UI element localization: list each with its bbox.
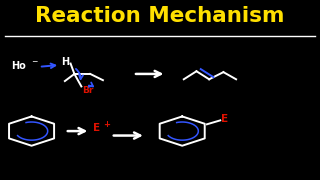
Text: H: H: [61, 57, 69, 67]
Text: Br: Br: [82, 86, 93, 95]
Text: +: +: [103, 120, 110, 129]
Text: E: E: [93, 123, 100, 133]
Text: Reaction Mechanism: Reaction Mechanism: [35, 6, 285, 26]
Text: −: −: [32, 57, 38, 66]
Text: E: E: [221, 114, 228, 124]
Text: Ho: Ho: [11, 61, 26, 71]
